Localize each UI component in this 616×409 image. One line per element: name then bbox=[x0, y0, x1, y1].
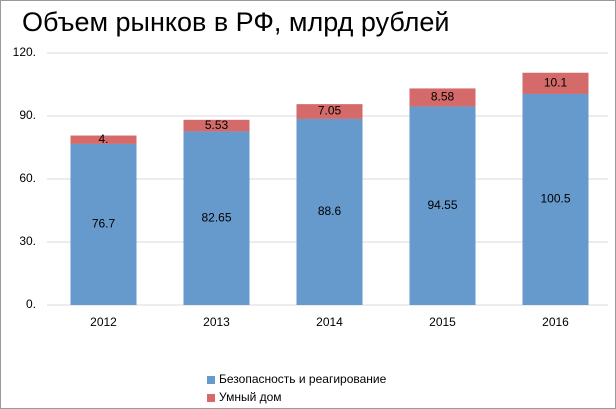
y-tick-label: 30. bbox=[19, 234, 36, 248]
data-label: 4. bbox=[98, 132, 108, 146]
bar-segment bbox=[70, 135, 137, 144]
x-tick-label: 2012 bbox=[90, 315, 117, 329]
legend-label: Безопасность и реагирование bbox=[219, 372, 387, 386]
data-label: 82.65 bbox=[201, 210, 231, 224]
data-label: 76.7 bbox=[92, 217, 116, 231]
data-label: 10.1 bbox=[544, 76, 568, 90]
y-tick-label: 60. bbox=[19, 171, 36, 185]
y-tick-label: 0. bbox=[26, 297, 36, 311]
bar-segment bbox=[522, 93, 589, 305]
legend-swatch bbox=[207, 376, 215, 384]
data-label: 88.6 bbox=[318, 204, 342, 218]
y-tick-label: 90. bbox=[19, 108, 36, 122]
data-label: 94.55 bbox=[427, 198, 457, 212]
bar-segment bbox=[296, 118, 363, 305]
bar-segment bbox=[183, 119, 250, 132]
bar-segment bbox=[409, 106, 476, 305]
bar-segment bbox=[296, 104, 363, 119]
x-tick-label: 2014 bbox=[316, 315, 343, 329]
y-tick-label: 120. bbox=[13, 45, 36, 59]
bar-segment bbox=[70, 143, 137, 305]
bar-segment bbox=[522, 72, 589, 94]
data-label: 5.53 bbox=[205, 118, 229, 132]
data-label: 100.5 bbox=[540, 192, 570, 206]
x-tick-label: 2015 bbox=[429, 315, 456, 329]
bar-segment bbox=[183, 131, 250, 305]
x-tick-label: 2013 bbox=[203, 315, 230, 329]
data-label: 7.05 bbox=[318, 104, 342, 118]
legend-label: Умный дом bbox=[219, 390, 282, 404]
chart-title: Объем рынков в РФ, млрд рублей bbox=[22, 7, 450, 37]
bar-segment bbox=[409, 88, 476, 107]
data-label: 8.58 bbox=[431, 90, 455, 104]
legend-swatch bbox=[207, 394, 215, 402]
x-tick-label: 2016 bbox=[542, 315, 569, 329]
